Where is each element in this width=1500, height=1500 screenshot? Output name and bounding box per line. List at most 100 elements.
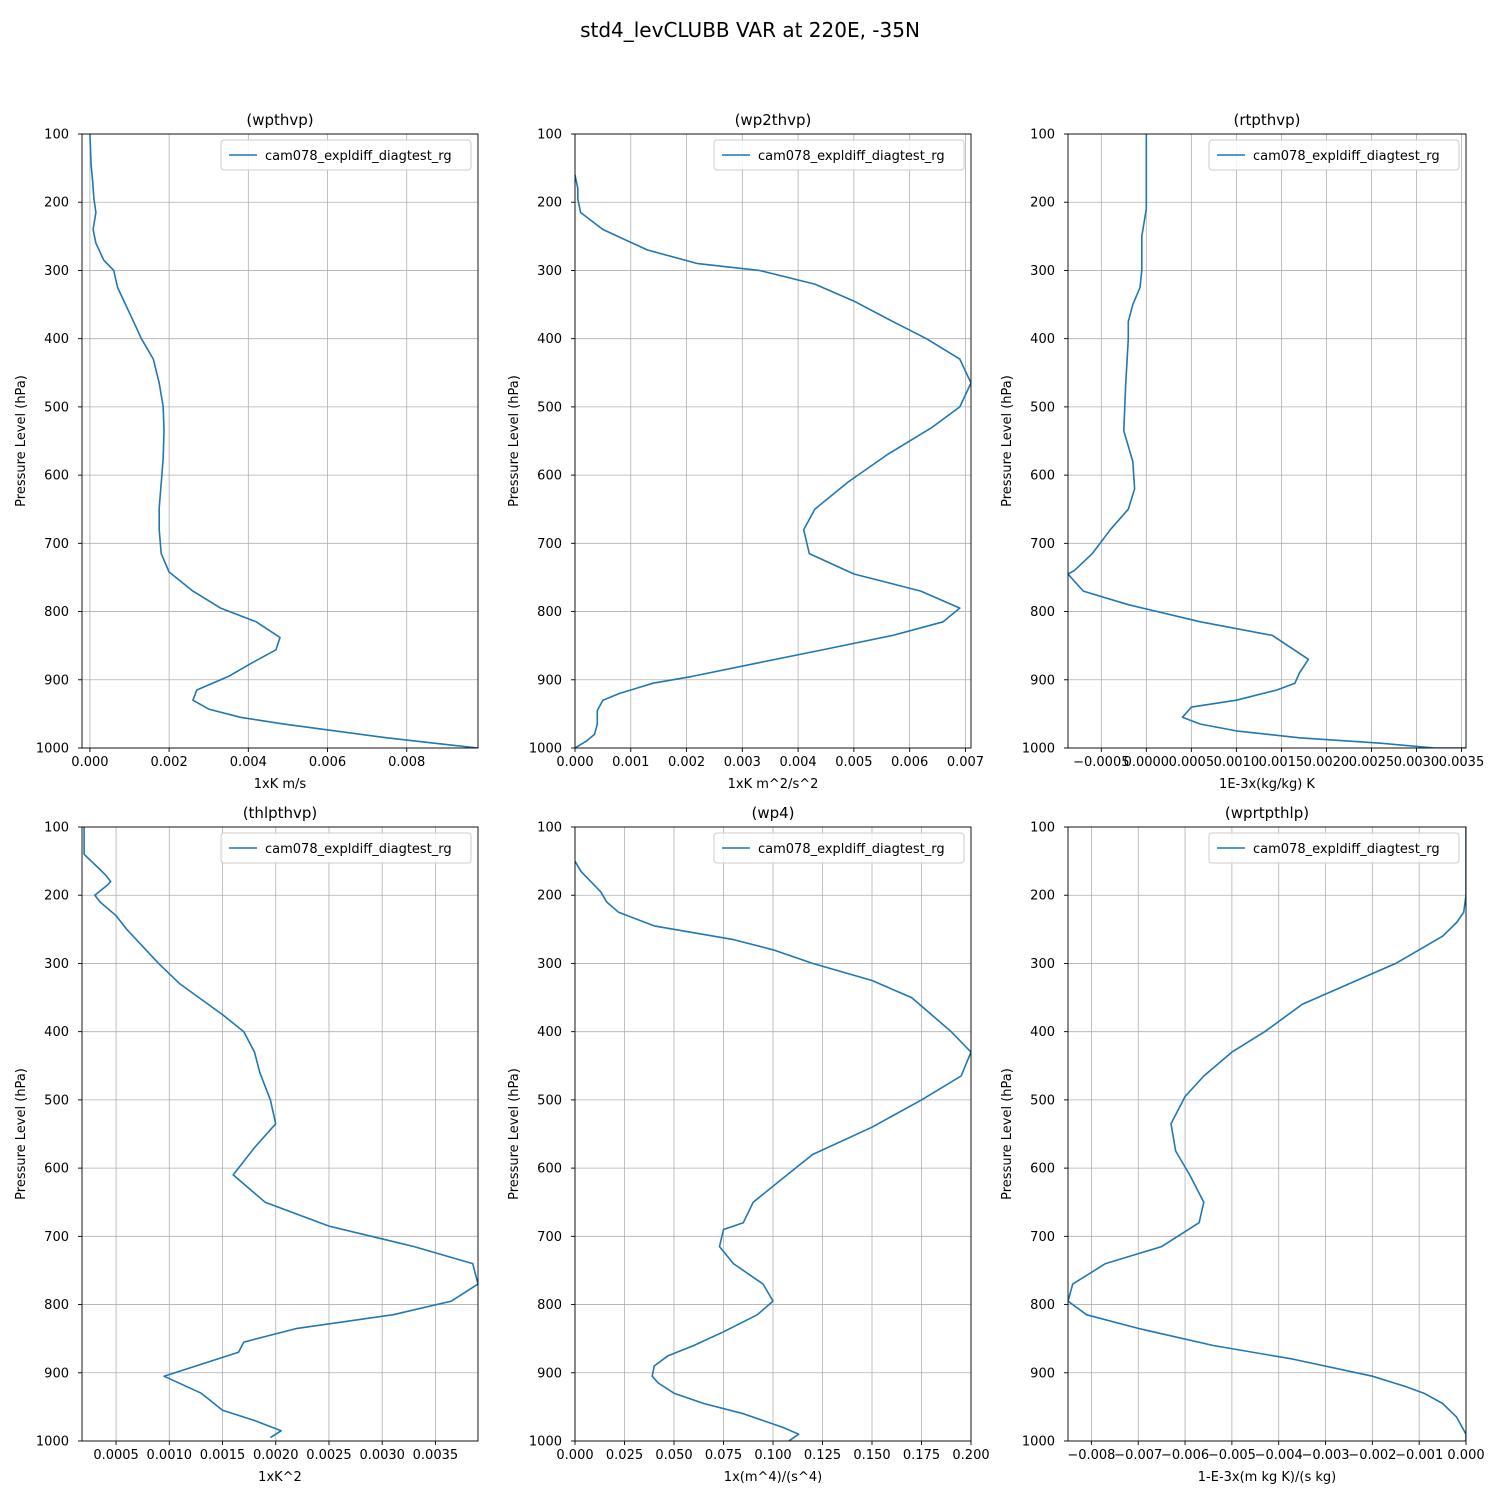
y-tick-label: 200: [537, 196, 562, 211]
y-tick-label: 100: [44, 821, 69, 836]
y-tick-label: 500: [537, 1093, 562, 1108]
x-tick-label: 0.002: [668, 755, 705, 770]
x-tick-label: 0.0030: [1394, 755, 1440, 770]
axes-frame: [81, 826, 479, 1442]
y-tick-label: 500: [537, 400, 562, 415]
y-tick-label: 300: [1030, 264, 1055, 279]
subplot-title: (rtpthvp): [1233, 111, 1300, 129]
x-tick-label: 0.200: [952, 1448, 989, 1463]
y-tick-label: 400: [537, 332, 562, 347]
y-axis-label: Pressure Level (hPa): [14, 375, 29, 507]
y-tick-label: 900: [537, 1366, 562, 1381]
y-tick-label: 900: [537, 673, 562, 688]
x-tick-label: −0.006: [1161, 1448, 1209, 1463]
y-tick-label: 400: [537, 1025, 562, 1040]
y-tick-label: 700: [44, 537, 69, 552]
x-tick-label: 0.005: [835, 755, 872, 770]
y-tick-label: 800: [1030, 1298, 1055, 1313]
x-tick-label: 0.0020: [1304, 755, 1350, 770]
x-tick-label: 0.008: [388, 755, 425, 770]
y-tick-label: 600: [1030, 1162, 1055, 1177]
y-axis-label: Pressure Level (hPa): [1000, 1068, 1015, 1200]
x-tick-label: −0.004: [1255, 1448, 1303, 1463]
y-tick-label: 300: [44, 957, 69, 972]
y-tick-label: 500: [44, 1093, 69, 1108]
y-axis-label: Pressure Level (hPa): [1000, 375, 1015, 507]
y-tick-label: 1000: [1022, 742, 1055, 757]
x-tick-label: 0.125: [804, 1448, 841, 1463]
y-tick-label: 100: [44, 128, 69, 143]
x-tick-label: 0.000: [556, 755, 593, 770]
y-tick-label: 500: [1030, 1093, 1055, 1108]
x-tick-label: −0.001: [1395, 1448, 1443, 1463]
y-tick-label: 600: [44, 1162, 69, 1177]
x-tick-label: 0.0005: [1169, 755, 1215, 770]
x-tick-label: 0.003: [724, 755, 761, 770]
x-tick-label: 0.000: [556, 1448, 593, 1463]
x-axis-label: 1xK m/s: [254, 777, 307, 792]
axes-frame: [1067, 826, 1467, 1442]
subplot-title: (wp2thvp): [735, 111, 812, 129]
legend-label: cam078_expldiff_diagtest_rg: [265, 842, 452, 857]
legend-label: cam078_expldiff_diagtest_rg: [265, 149, 452, 164]
y-tick-label: 1000: [529, 1435, 562, 1450]
y-tick-label: 300: [537, 957, 562, 972]
y-tick-label: 500: [1030, 400, 1055, 415]
x-tick-label: 0.0010: [1214, 755, 1260, 770]
y-tick-label: 200: [537, 889, 562, 904]
y-tick-label: 400: [1030, 1025, 1055, 1040]
y-tick-label: 300: [1030, 957, 1055, 972]
x-tick-label: 0.006: [309, 755, 346, 770]
x-tick-label: 0.0015: [1259, 755, 1305, 770]
y-tick-label: 100: [1030, 128, 1055, 143]
y-tick-label: 400: [44, 1025, 69, 1040]
y-tick-label: 900: [1030, 1366, 1055, 1381]
y-tick-label: 1000: [529, 742, 562, 757]
legend-box: [1208, 139, 1460, 171]
x-tick-label: −0.002: [1348, 1448, 1396, 1463]
x-axis-label: 1xK^2: [258, 1470, 302, 1485]
x-tick-label: 0.175: [903, 1448, 940, 1463]
y-tick-label: 200: [44, 889, 69, 904]
y-tick-label: 300: [537, 264, 562, 279]
y-tick-label: 700: [537, 1230, 562, 1245]
x-tick-label: 0.0020: [253, 1448, 299, 1463]
y-tick-label: 100: [537, 821, 562, 836]
y-tick-label: 700: [1030, 537, 1055, 552]
y-tick-label: 900: [1030, 673, 1055, 688]
x-tick-label: 0.002: [151, 755, 188, 770]
x-tick-label: 0.025: [606, 1448, 643, 1463]
legend-label: cam078_expldiff_diagtest_rg: [1253, 149, 1440, 164]
y-tick-label: 200: [44, 196, 69, 211]
y-tick-label: 600: [537, 469, 562, 484]
y-tick-label: 700: [1030, 1230, 1055, 1245]
y-tick-label: 800: [537, 1298, 562, 1313]
subplot-1: 0.000 0.002 0.004 0.006 0.008 100 200 300 400 500…: [14, 111, 479, 792]
y-tick-label: 900: [44, 673, 69, 688]
x-tick-label: 0.0025: [306, 1448, 352, 1463]
y-tick-label: 800: [44, 1298, 69, 1313]
x-tick-label: 0.0025: [1349, 755, 1395, 770]
y-tick-label: 800: [1030, 605, 1055, 620]
y-tick-label: 600: [44, 469, 69, 484]
x-tick-label: −0.007: [1114, 1448, 1162, 1463]
y-tick-label: 700: [44, 1230, 69, 1245]
legend-box: [713, 832, 965, 864]
x-tick-label: −0.008: [1067, 1448, 1115, 1463]
x-tick-label: 0.050: [655, 1448, 692, 1463]
y-tick-label: 600: [1030, 469, 1055, 484]
x-tick-label: 0.001: [612, 755, 649, 770]
axes-frame: [81, 133, 479, 749]
x-tick-label: 0.0015: [200, 1448, 246, 1463]
y-tick-label: 1000: [1022, 1435, 1055, 1450]
x-axis-label: 1-E-3x(m kg K)/(s kg): [1198, 1470, 1336, 1485]
legend-label: cam078_expldiff_diagtest_rg: [758, 842, 945, 857]
legend-box: [713, 139, 965, 171]
x-tick-label: 0.0010: [147, 1448, 193, 1463]
x-tick-label: 0.006: [891, 755, 928, 770]
series-line: [575, 174, 971, 748]
series-line: [575, 860, 971, 1441]
subplot-title: (wpthvp): [246, 111, 313, 129]
